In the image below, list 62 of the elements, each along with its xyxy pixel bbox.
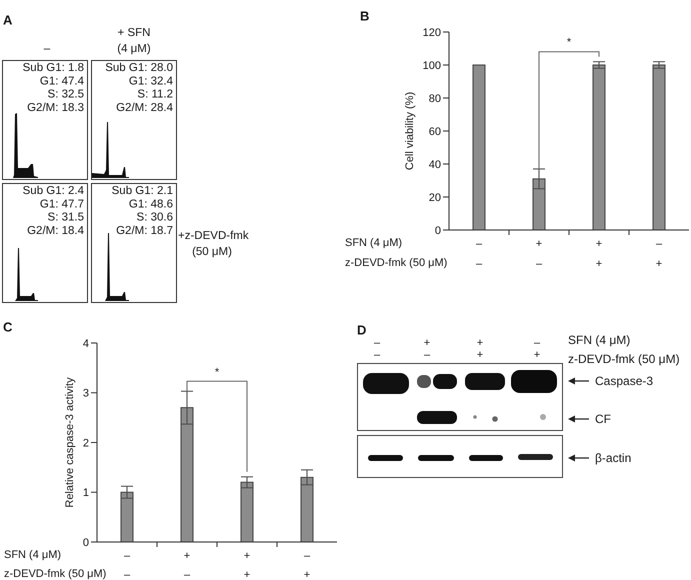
text: + SFN: [118, 27, 150, 39]
text: Sub G1: 2.4: [22, 185, 85, 197]
text: β-actin: [595, 451, 632, 465]
chart-title: B: [360, 8, 370, 24]
text: SFN (4 μM): [4, 549, 62, 561]
y-tick-label: 80: [428, 92, 441, 105]
annotation: *: [214, 366, 220, 378]
text: G2/M: 18.3: [27, 102, 84, 114]
x-tick-label: + –: [184, 550, 191, 580]
annotation: *: [566, 36, 572, 49]
text: z-DEVD-fmk (50 μM): [345, 257, 448, 269]
text: Sub G1: 1.8: [22, 62, 84, 74]
text: +z-DEVD-fmk: [178, 230, 249, 242]
text: (50 μM): [192, 246, 232, 258]
category-label: – +: [534, 336, 541, 361]
text: G1: 32.4: [128, 75, 174, 88]
text: G1: 47.4: [40, 75, 85, 88]
y-tick-label: 2: [82, 437, 89, 450]
text: G1: 48.6: [128, 198, 173, 210]
y-tick-label: 0: [82, 536, 89, 549]
x-tick-label: + –: [536, 238, 543, 270]
category-label: + +: [476, 336, 484, 361]
text: G2/M: 18.4: [27, 224, 85, 237]
x-tick-label: + +: [596, 238, 602, 270]
text: G2/M: 18.7: [116, 224, 173, 237]
text: A: [3, 12, 13, 28]
text: S: 32.5: [48, 88, 84, 101]
y-tick-label: 1: [82, 487, 89, 500]
x-tick-label: – –: [124, 550, 131, 580]
text: CF: [595, 412, 611, 426]
category-label: – –: [374, 336, 381, 361]
x-tick-label: – +: [656, 238, 663, 270]
text: G2/M: 28.4: [116, 102, 174, 114]
text: SFN (4 μM): [345, 237, 402, 249]
y-tick-label: 3: [82, 388, 89, 400]
category-label: + –: [424, 336, 431, 361]
text: SFN (4 μM): [568, 333, 630, 347]
y-axis-title: Relative caspase-3 activity: [64, 376, 76, 508]
text: Caspase-3: [595, 374, 654, 388]
y-tick-label: 100: [422, 60, 441, 72]
y-tick-label: 40: [428, 158, 441, 171]
text: S: 30.6: [136, 212, 173, 224]
text: z-DEVD-fmk (50 μM): [4, 568, 106, 580]
text: –: [44, 43, 51, 55]
text: D: [357, 322, 366, 338]
text: (4 μM): [117, 43, 151, 55]
text: G1: 47.7: [40, 198, 84, 210]
text: Sub G1: 28.0: [105, 62, 173, 74]
chart-title: C: [3, 320, 13, 334]
text: S: 31.5: [48, 212, 84, 224]
x-tick-label: – –: [476, 238, 483, 270]
x-tick-label: – +: [304, 550, 311, 580]
y-tick-label: 60: [428, 126, 441, 138]
y-axis-title: Cell viability (%): [404, 92, 416, 170]
y-tick-label: 0: [434, 224, 441, 237]
y-tick-label: 120: [422, 26, 441, 39]
x-tick-label: + +: [244, 550, 250, 580]
text: z-DEVD-fmk (50 μM): [568, 352, 680, 366]
y-tick-label: 20: [428, 192, 441, 204]
text: S: 11.2: [137, 88, 173, 101]
y-tick-label: 4: [82, 338, 89, 350]
text: Sub G1: 2.1: [112, 185, 173, 197]
